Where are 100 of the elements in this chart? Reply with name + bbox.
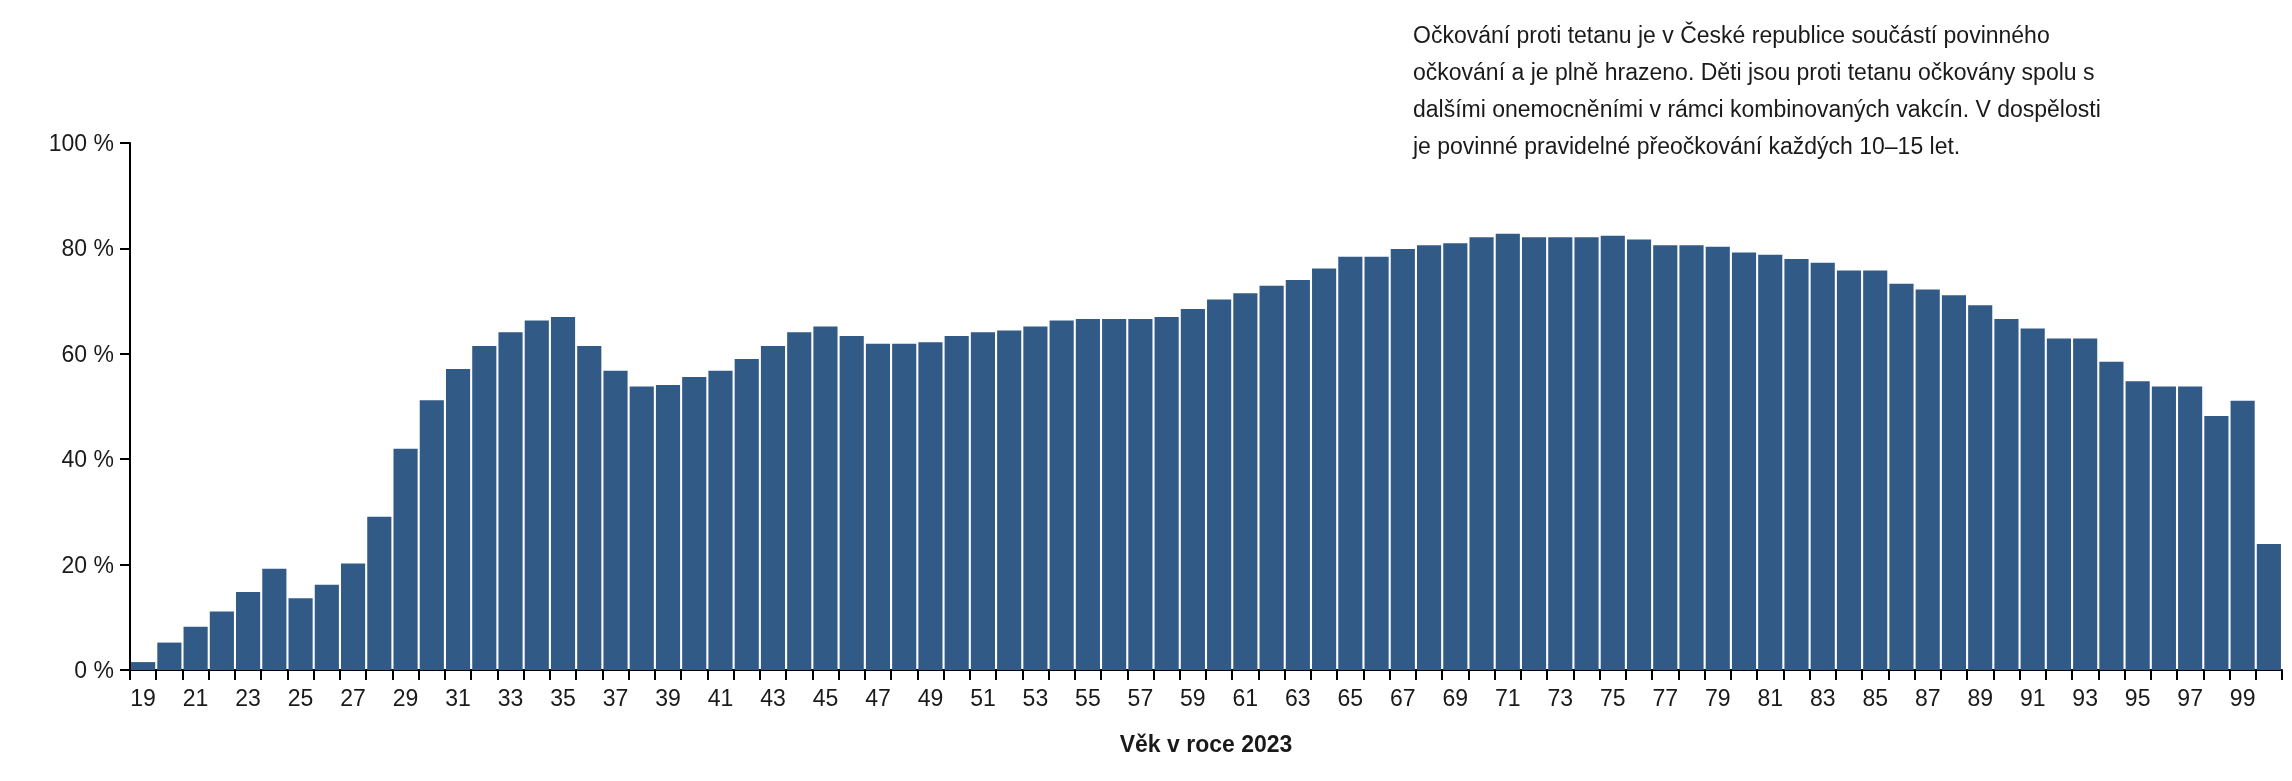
x-tick-label: 33 — [497, 684, 524, 711]
x-tick-label: 29 — [392, 684, 419, 711]
bar — [2046, 338, 2071, 670]
x-tick-label: 21 — [182, 684, 209, 711]
x-tick-label: 93 — [2072, 684, 2098, 711]
bar — [1574, 237, 1599, 670]
bar — [1626, 239, 1652, 670]
bar — [1233, 293, 1258, 670]
bar — [1364, 256, 1389, 670]
bar — [603, 370, 628, 670]
x-tick-label: 49 — [917, 684, 944, 711]
x-tick-label: 51 — [970, 684, 996, 711]
bar — [1731, 252, 1757, 670]
y-tick-label: 100 % — [48, 130, 114, 156]
x-tick-label: 97 — [2177, 684, 2203, 711]
bar — [1154, 316, 1179, 670]
x-tick-label: 61 — [1232, 684, 1259, 711]
bar — [708, 370, 733, 670]
bar — [367, 516, 392, 670]
bar — [314, 584, 339, 670]
x-tick-label: 55 — [1075, 684, 1101, 711]
x-tick-label: 57 — [1127, 684, 1154, 711]
x-tick-label: 23 — [235, 684, 261, 711]
bar — [1915, 289, 1940, 670]
bar — [1443, 243, 1468, 670]
x-tick-label: 65 — [1337, 684, 1364, 711]
y-tick-label: 40 % — [61, 446, 114, 473]
y-tick-label: 20 % — [61, 551, 114, 578]
y-tick-label: 60 % — [61, 340, 114, 367]
bar — [1312, 268, 1337, 670]
bar — [1259, 285, 1284, 670]
x-tick-label: 43 — [760, 684, 786, 711]
bar — [1705, 246, 1730, 670]
bar — [1102, 319, 1127, 670]
bar — [1285, 280, 1310, 670]
x-tick-label: 77 — [1652, 684, 1679, 711]
x-tick-label: 81 — [1757, 684, 1784, 711]
bar — [341, 563, 366, 670]
bar — [288, 598, 313, 670]
bar — [2073, 338, 2098, 670]
x-tick-label: 91 — [2019, 684, 2046, 711]
bar — [1521, 237, 1547, 670]
x-tick-label: 59 — [1180, 684, 1206, 711]
bar — [2151, 386, 2176, 670]
x-tick-label: 25 — [287, 684, 314, 711]
x-tick-label: 83 — [1809, 684, 1836, 711]
bar — [2230, 400, 2255, 670]
bar — [1863, 270, 1888, 670]
bar — [183, 626, 208, 670]
x-tick-label: 79 — [1704, 684, 1731, 711]
bar — [865, 343, 891, 670]
bar — [2125, 381, 2150, 670]
bar — [2020, 328, 2045, 670]
bar — [1548, 237, 1573, 670]
bar — [2099, 361, 2124, 670]
bar — [918, 342, 943, 670]
x-tick-label: 53 — [1022, 684, 1049, 711]
bar — [498, 332, 523, 670]
annotation: Očkování proti tetanu je v České republice součástí povinného očkování a je plně hrazeno. Děti jsou proti tetanu očkovány spolu s dalšími onemocněními v rámci kombinovaných vakcín. V dospělosti je povinné pravidelné přeočkování každých 10–15 let. — [1412, 20, 2108, 159]
x-axis-title: Věk v roce 2023 — [1119, 730, 1293, 757]
bar — [1784, 258, 1809, 670]
bar — [997, 330, 1022, 670]
bar — [944, 335, 969, 670]
x-tick-label: 85 — [1862, 684, 1889, 711]
bar — [2204, 415, 2229, 670]
bar — [2178, 386, 2203, 670]
bar — [1889, 283, 1914, 670]
bar — [1180, 309, 1205, 670]
x-tick-label: 45 — [812, 684, 839, 711]
bar — [1049, 320, 1074, 670]
x-tick-label: 47 — [865, 684, 891, 711]
bar — [787, 332, 812, 670]
bar — [839, 335, 864, 670]
bar — [970, 332, 995, 670]
x-tick-label: 39 — [655, 684, 681, 711]
bar — [1653, 245, 1678, 670]
bar — [1600, 235, 1625, 670]
x-tick-label: 73 — [1547, 684, 1574, 711]
x-tick-label: 37 — [602, 684, 629, 711]
bar — [655, 384, 681, 670]
bar — [734, 359, 759, 670]
bar — [892, 343, 917, 670]
x-tick-label: 99 — [2229, 684, 2256, 711]
bar — [577, 345, 602, 670]
bar — [629, 386, 654, 670]
bar — [2256, 544, 2281, 670]
x-tick-label: 87 — [1914, 684, 1941, 711]
x-tick-label: 71 — [1495, 684, 1521, 711]
x-tick-label: 19 — [130, 684, 156, 711]
bar — [1758, 254, 1783, 670]
bar — [393, 448, 418, 670]
bar — [1390, 248, 1415, 670]
bar — [1994, 319, 2019, 670]
bar — [1495, 233, 1520, 670]
bar — [524, 320, 549, 670]
bar — [209, 611, 234, 670]
bar — [1338, 256, 1363, 670]
bar — [445, 369, 471, 670]
bar — [1207, 299, 1232, 670]
bar — [1836, 270, 1862, 670]
